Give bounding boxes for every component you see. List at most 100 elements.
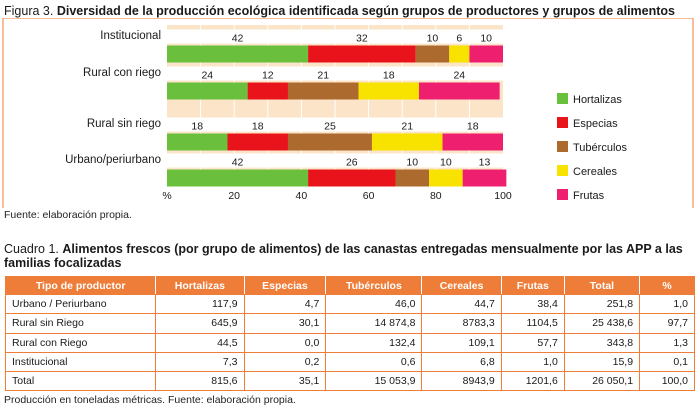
bar-segment bbox=[167, 133, 228, 151]
data-label: 12 bbox=[262, 70, 274, 82]
table-cell: 1104,5 bbox=[500, 313, 565, 334]
bar-segment bbox=[442, 133, 503, 151]
bar-segment bbox=[462, 169, 507, 187]
table-cell: 0,6 bbox=[325, 351, 423, 373]
table-cell: 251,8 bbox=[563, 293, 641, 315]
table-cell: 100,0 bbox=[639, 371, 695, 392]
label-band bbox=[167, 117, 503, 132]
column-header: % bbox=[639, 276, 695, 295]
table-cell: 6,8 bbox=[421, 351, 502, 373]
x-tick-label: % bbox=[162, 190, 171, 202]
table-cell: 46,0 bbox=[325, 293, 423, 315]
column-header: Tubérculos bbox=[325, 276, 423, 295]
bar-segment bbox=[167, 45, 309, 63]
table-cell: 8943,9 bbox=[421, 371, 502, 392]
table-cell: 15 053,9 bbox=[325, 371, 423, 392]
legend-label: Cereales bbox=[573, 166, 618, 178]
category-label: Institucional bbox=[100, 30, 161, 42]
table-cell: 1,0 bbox=[500, 351, 565, 373]
legend-swatch bbox=[557, 165, 568, 176]
table-cell: 0,1 bbox=[639, 351, 695, 373]
table-cell: 0,0 bbox=[243, 332, 327, 353]
table-note: Producción en toneladas métricas. Fuente… bbox=[4, 394, 296, 406]
data-label: 10 bbox=[427, 33, 439, 45]
legend-label: Especias bbox=[573, 118, 618, 130]
bar-segment bbox=[358, 82, 419, 100]
data-label: 18 bbox=[191, 121, 203, 133]
bar-segment bbox=[227, 133, 288, 151]
table-title: Cuadro 1. Alimentos frescos (por grupo d… bbox=[4, 242, 694, 270]
table-cell: Total bbox=[4, 371, 157, 392]
table-cell: 25 438,6 bbox=[563, 313, 641, 334]
bar-segment bbox=[167, 82, 248, 100]
bar-segment bbox=[167, 169, 309, 187]
legend-swatch bbox=[557, 117, 568, 128]
table-cell: 26 050,1 bbox=[563, 371, 641, 392]
column-header: Cereales bbox=[421, 276, 502, 295]
figure-title-text: Diversidad de la producción ecológica id… bbox=[56, 4, 676, 18]
column-header: Hortalizas bbox=[155, 276, 245, 295]
table-label: Cuadro 1. bbox=[4, 242, 59, 256]
table-cell: 7,3 bbox=[155, 351, 245, 373]
data-label: 21 bbox=[401, 121, 413, 133]
table-cell: 57,7 bbox=[500, 332, 565, 353]
table-cell: 35,1 bbox=[243, 371, 327, 392]
table-cell: 132,4 bbox=[325, 332, 423, 353]
table-cell: Institucional bbox=[4, 351, 157, 373]
data-label: 18 bbox=[467, 121, 479, 133]
bar-segment bbox=[469, 45, 503, 63]
column-header: Total bbox=[563, 276, 641, 295]
table-cell: 30,1 bbox=[243, 313, 327, 334]
table-cell: 44,5 bbox=[155, 332, 245, 353]
bar-segment bbox=[287, 82, 359, 100]
bar-segment bbox=[449, 45, 470, 63]
figure-label: Figura 3. bbox=[4, 4, 54, 18]
data-label: 21 bbox=[317, 70, 329, 82]
table-cell: 38,4 bbox=[500, 293, 565, 315]
data-label: 32 bbox=[356, 33, 368, 45]
data-label: 42 bbox=[232, 33, 244, 45]
table-cell: 14 874,8 bbox=[325, 313, 423, 334]
table-row: Urbano / Periurbano 117,9 4,7 46,0 44,7 38,4 2… bbox=[4, 293, 695, 315]
x-tick-label: 80 bbox=[430, 190, 442, 202]
data-label: 26 bbox=[346, 157, 358, 169]
table-cell: 8783,3 bbox=[421, 313, 502, 334]
category-label: Rural sin riego bbox=[87, 118, 161, 130]
bar-segment bbox=[419, 82, 500, 100]
table-cell: Urbano / Periurbano bbox=[4, 293, 157, 315]
food-basket-table: Tipo de productor Hortalizas Especias Tubér… bbox=[4, 276, 695, 392]
column-header: Frutas bbox=[500, 276, 565, 295]
x-tick-label: 20 bbox=[228, 190, 240, 202]
data-label: 13 bbox=[479, 157, 491, 169]
bar-segment bbox=[308, 45, 416, 63]
label-band bbox=[167, 153, 503, 168]
bar-segment bbox=[395, 169, 430, 187]
table-cell: 645,9 bbox=[155, 313, 245, 334]
table-header-row: Tipo de productor Hortalizas Especias Tubér… bbox=[4, 276, 695, 295]
legend-label: Hortalizas bbox=[573, 94, 622, 106]
bar-segment bbox=[371, 133, 443, 151]
bar-segment bbox=[415, 45, 450, 63]
legend-label: Tubérculos bbox=[573, 142, 628, 154]
table-row: Rural sin Riego 645,9 30,1 14 874,8 8783,3 11… bbox=[4, 313, 695, 334]
table-cell: 0,2 bbox=[243, 351, 327, 373]
table-title-text: Alimentos frescos (por grupo de alimento… bbox=[4, 242, 683, 270]
table-cell: 1,0 bbox=[639, 293, 695, 315]
x-tick-label: 40 bbox=[296, 190, 308, 202]
table-row: Institucional 7,3 0,2 0,6 6,8 1,0 15,9 0,1 bbox=[4, 351, 695, 373]
column-header: Tipo de productor bbox=[4, 276, 157, 295]
data-label: 18 bbox=[383, 70, 395, 82]
table-cell: 109,1 bbox=[421, 332, 502, 353]
bar-segment bbox=[247, 82, 288, 100]
x-tick-label: 100 bbox=[494, 190, 512, 202]
data-label: 25 bbox=[324, 121, 336, 133]
legend-swatch bbox=[557, 141, 568, 152]
figure-source: Fuente: elaboración propia. bbox=[4, 209, 132, 221]
table-cell: 815,6 bbox=[155, 371, 245, 392]
figure-title: Figura 3. Diversidad de la producción ec… bbox=[4, 3, 696, 19]
table-cell: Rural sin Riego bbox=[4, 313, 157, 334]
data-label: 42 bbox=[232, 157, 244, 169]
label-band bbox=[167, 66, 503, 81]
table-cell: 15,9 bbox=[563, 351, 641, 373]
table-cell: 1,3 bbox=[639, 332, 695, 353]
